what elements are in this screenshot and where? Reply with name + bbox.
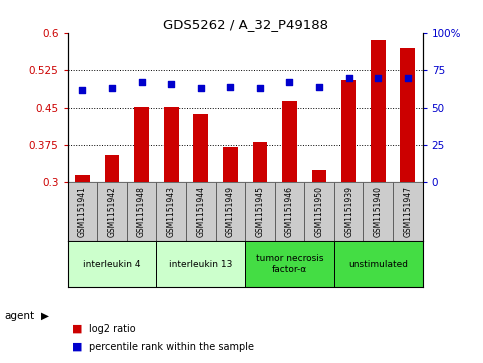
- Text: agent: agent: [5, 311, 35, 321]
- Bar: [334, 183, 364, 241]
- Text: GSM1151947: GSM1151947: [403, 186, 412, 237]
- Point: [138, 79, 145, 85]
- Text: GSM1151946: GSM1151946: [285, 186, 294, 237]
- Text: GSM1151949: GSM1151949: [226, 186, 235, 237]
- Bar: [223, 147, 238, 183]
- Bar: [97, 183, 127, 241]
- Text: log2 ratio: log2 ratio: [89, 323, 136, 334]
- Text: GSM1151945: GSM1151945: [256, 186, 264, 237]
- Bar: [400, 48, 415, 183]
- Text: ▶: ▶: [41, 311, 49, 321]
- Bar: [75, 175, 90, 183]
- Bar: [193, 114, 208, 183]
- Bar: [156, 183, 186, 241]
- Point: [108, 85, 116, 91]
- Point: [197, 85, 205, 91]
- Text: ■: ■: [72, 342, 83, 352]
- Text: interleukin 13: interleukin 13: [169, 260, 232, 269]
- Bar: [304, 183, 334, 241]
- Text: GSM1151942: GSM1151942: [108, 187, 116, 237]
- Text: unstimulated: unstimulated: [348, 260, 408, 269]
- Bar: [312, 170, 327, 183]
- Text: GSM1151943: GSM1151943: [167, 186, 176, 237]
- Point: [256, 85, 264, 91]
- Bar: [341, 80, 356, 183]
- Text: GSM1151939: GSM1151939: [344, 186, 353, 237]
- Bar: [245, 241, 334, 287]
- Bar: [393, 183, 423, 241]
- Point: [79, 87, 86, 93]
- Text: GSM1151944: GSM1151944: [196, 186, 205, 237]
- Bar: [186, 183, 215, 241]
- Text: GSM1151950: GSM1151950: [314, 186, 324, 237]
- Bar: [134, 107, 149, 183]
- Point: [315, 84, 323, 90]
- Bar: [127, 183, 156, 241]
- Point: [345, 75, 353, 81]
- Text: GSM1151940: GSM1151940: [374, 186, 383, 237]
- Point: [227, 84, 234, 90]
- Text: GSM1151941: GSM1151941: [78, 187, 87, 237]
- Point: [167, 81, 175, 86]
- Text: interleukin 4: interleukin 4: [83, 260, 141, 269]
- Point: [374, 75, 382, 81]
- Bar: [364, 183, 393, 241]
- Bar: [253, 142, 267, 183]
- Text: percentile rank within the sample: percentile rank within the sample: [89, 342, 255, 352]
- Title: GDS5262 / A_32_P49188: GDS5262 / A_32_P49188: [163, 19, 327, 32]
- Point: [285, 79, 293, 85]
- Bar: [105, 155, 119, 183]
- Bar: [215, 183, 245, 241]
- Bar: [68, 241, 156, 287]
- Bar: [156, 241, 245, 287]
- Text: ■: ■: [72, 323, 83, 334]
- Point: [404, 75, 412, 81]
- Text: GSM1151948: GSM1151948: [137, 187, 146, 237]
- Bar: [245, 183, 275, 241]
- Bar: [282, 101, 297, 183]
- Text: tumor necrosis
factor-α: tumor necrosis factor-α: [256, 254, 323, 274]
- Bar: [275, 183, 304, 241]
- Bar: [164, 107, 179, 183]
- Bar: [68, 183, 97, 241]
- Bar: [371, 40, 385, 183]
- Bar: [334, 241, 423, 287]
